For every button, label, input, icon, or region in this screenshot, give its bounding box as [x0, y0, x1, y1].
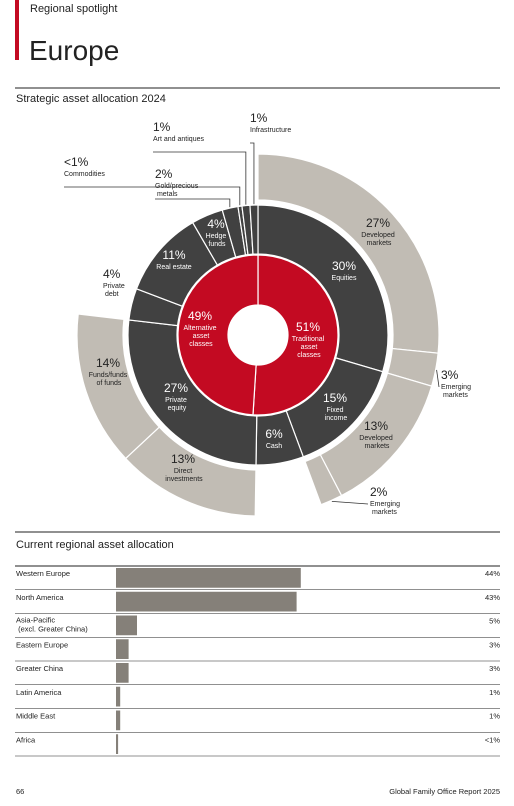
- report-name: Global Family Office Report 2025: [389, 787, 500, 796]
- segment-label: Commodities: [64, 171, 105, 178]
- value-label: 6%: [265, 427, 283, 441]
- value-label: 27%: [366, 216, 390, 230]
- value-label: 4%: [207, 217, 225, 231]
- page-title: Europe: [29, 35, 119, 66]
- segment-label: Direct investments: [163, 468, 203, 483]
- sunburst-segment: [252, 254, 339, 416]
- value-label: 27%: [164, 381, 188, 395]
- value-label: 1%: [489, 688, 500, 697]
- section-title: Strategic asset allocation 2024: [16, 93, 166, 105]
- segment-label: Cash: [266, 443, 282, 450]
- sunburst-segment: [177, 254, 259, 416]
- segment-label: Funds/funds of funds: [89, 372, 128, 387]
- value-label: 43%: [485, 593, 500, 602]
- segment-label: Traditional asset classes: [292, 336, 325, 359]
- value-label: 44%: [485, 569, 500, 578]
- value-label: 49%: [188, 309, 212, 323]
- sunburst-segment: [249, 204, 259, 255]
- segment-label: Infrastructure: [250, 127, 291, 134]
- accent-bar: [15, 0, 19, 60]
- value-label: 13%: [364, 419, 388, 433]
- leader-line: [250, 142, 255, 205]
- segment-label: Emerging markets: [441, 384, 471, 399]
- value-label: 14%: [96, 356, 120, 370]
- kicker: Regional spotlight: [30, 3, 117, 15]
- leader-line: [331, 500, 369, 505]
- value-label: 13%: [171, 452, 195, 466]
- hole: [229, 306, 287, 364]
- value-label: 2%: [155, 167, 173, 181]
- row-label: Western Europe: [16, 569, 70, 578]
- bar: [116, 568, 301, 588]
- value-label: 5%: [489, 617, 500, 626]
- value-label: 2%: [370, 485, 388, 499]
- value-label: 1%: [250, 111, 268, 125]
- row-label: North America: [16, 593, 64, 602]
- leader-line: [436, 369, 440, 388]
- segment-label: Art and antiques: [153, 136, 204, 143]
- value-label: 30%: [332, 259, 356, 273]
- row-label: Greater China: [16, 664, 64, 673]
- sunburst-segment: [257, 204, 389, 373]
- value-label: 1%: [489, 712, 500, 721]
- value-label: 3%: [441, 368, 459, 382]
- row-label: Africa: [16, 735, 36, 744]
- bar: [116, 615, 137, 636]
- row-label: Asia-Pacific (excl. Greater China): [16, 616, 88, 634]
- value-label: 4%: [103, 267, 121, 281]
- segment-label: Hedge funds: [206, 233, 227, 248]
- row-label: Latin America: [16, 688, 62, 697]
- page-number: 66: [16, 787, 24, 796]
- value-label: <1%: [485, 735, 501, 744]
- bar: [116, 734, 119, 754]
- segment-label: Equities: [332, 275, 357, 282]
- segment-label: Alternative asset classes: [183, 325, 216, 348]
- row-label: Eastern Europe: [16, 640, 68, 649]
- leader-line: [155, 198, 231, 208]
- segment-label: Gold/precious metals: [155, 183, 199, 198]
- value-label: 3%: [489, 640, 500, 649]
- sunburst-segment: [76, 313, 161, 460]
- sunburst-segment: [304, 453, 343, 506]
- segment-label: Developed markets: [359, 435, 393, 450]
- segment-label: Private debt: [103, 283, 125, 298]
- leader-line: [64, 186, 241, 206]
- section-title: Current regional asset allocation: [16, 539, 174, 551]
- segment-label: Emerging markets: [370, 501, 400, 516]
- value-label: 11%: [162, 248, 185, 262]
- value-label: <1%: [64, 155, 89, 169]
- segment-label: Private equity: [165, 397, 187, 412]
- bar: [116, 591, 297, 612]
- segment-label: Fixed income: [323, 407, 348, 422]
- row-label: Middle East: [16, 712, 56, 721]
- leader-line: [153, 151, 247, 205]
- bar: [116, 710, 121, 731]
- value-label: 3%: [489, 664, 500, 673]
- bar: [116, 663, 129, 683]
- segment-label: Developed markets: [361, 232, 395, 247]
- segment-label: Real estate: [156, 264, 192, 271]
- bar: [116, 686, 121, 707]
- value-label: 51%: [296, 320, 320, 334]
- value-label: 1%: [153, 120, 171, 134]
- bar: [116, 639, 129, 659]
- value-label: 15%: [323, 391, 347, 405]
